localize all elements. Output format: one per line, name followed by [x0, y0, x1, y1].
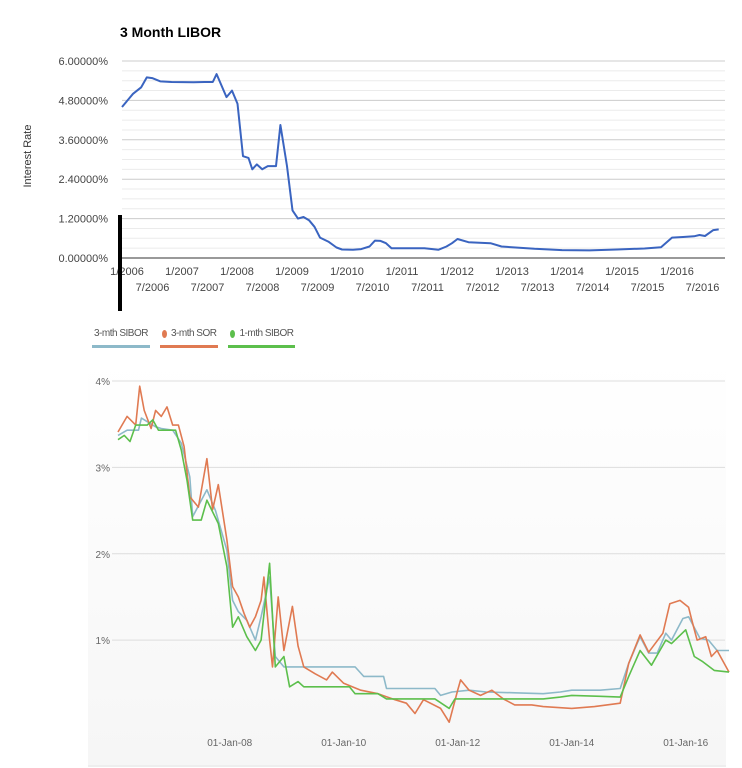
series-line-1-mth-sibor [117, 419, 730, 710]
x-tick-label: 7/2006 [136, 282, 170, 294]
x-tick-label: 7/2014 [576, 282, 610, 294]
y-tick-label: 2.40000% [58, 174, 108, 186]
x-tick-label: 01-Jan-12 [435, 738, 480, 749]
y-tick-label: 4% [96, 377, 111, 388]
legend-label: 3-mth SOR [170, 328, 217, 339]
x-tick-label: 1/2014 [550, 266, 584, 278]
y-tick-label: 1% [96, 636, 111, 647]
x-tick-label: 1/2008 [220, 266, 254, 278]
chart-title: 3 Month LIBOR [120, 24, 222, 40]
x-tick-label: 1/2010 [330, 266, 364, 278]
x-tick-label: 7/2015 [631, 282, 665, 294]
x-tick-label: 1/2016 [660, 266, 694, 278]
x-tick-label: 7/2009 [301, 282, 335, 294]
x-tick-label: 1/2006 [110, 266, 144, 278]
y-tick-label: 3% [96, 463, 111, 474]
x-tick-label: 7/2008 [246, 282, 280, 294]
x-tick-label: 1/2007 [165, 266, 199, 278]
x-tick-label: 7/2016 [686, 282, 720, 294]
y-tick-label: 2% [96, 550, 111, 561]
legend: 3-mth SIBOR 3-mth SOR 1-mth SIBOR [92, 326, 296, 348]
x-tick-label: 7/2013 [521, 282, 555, 294]
x-tick-label: 1/2011 [386, 266, 419, 278]
x-tick-label: 1/2013 [495, 266, 529, 278]
series-line-3-mth-sibor [117, 417, 729, 697]
y-tick-label: 0.00000% [58, 253, 108, 265]
x-tick-label: 1/2009 [275, 266, 309, 278]
x-tick-label: 01-Jan-14 [549, 738, 594, 749]
legend-item-3mth-sor[interactable]: 3-mth SOR [159, 326, 219, 348]
legend-item-1mth-sibor[interactable]: 1-mth SIBOR [228, 326, 296, 348]
x-tick-label: 1/2012 [440, 266, 474, 278]
legend-label: 1-mth SIBOR [239, 328, 294, 339]
x-tick-label: 1/2015 [605, 266, 639, 278]
x-tick-label: 7/2010 [356, 282, 390, 294]
x-tick-label: 01-Jan-08 [207, 738, 252, 749]
legend-marker-icon [161, 329, 167, 338]
series-line-3-month-libor [121, 73, 719, 252]
y-tick-label: 3.60000% [58, 135, 108, 147]
black-bar-artifact [118, 215, 122, 311]
legend-marker-icon [230, 329, 236, 338]
y-tick-label: 4.80000% [58, 95, 108, 107]
y-tick-label: 1.20000% [58, 214, 108, 226]
x-tick-label: 7/2007 [191, 282, 225, 294]
x-tick-label: 7/2012 [466, 282, 500, 294]
legend-item-3mth-sibor[interactable]: 3-mth SIBOR [92, 326, 150, 348]
series-line-3-mth-sor [117, 385, 730, 724]
x-tick-label: 7/2011 [411, 282, 444, 294]
legend-label: 3-mth SIBOR [94, 328, 148, 339]
y-tick-label: 6.00000% [58, 56, 108, 68]
x-tick-label: 01-Jan-10 [321, 738, 366, 749]
x-tick-label: 01-Jan-16 [663, 738, 708, 749]
